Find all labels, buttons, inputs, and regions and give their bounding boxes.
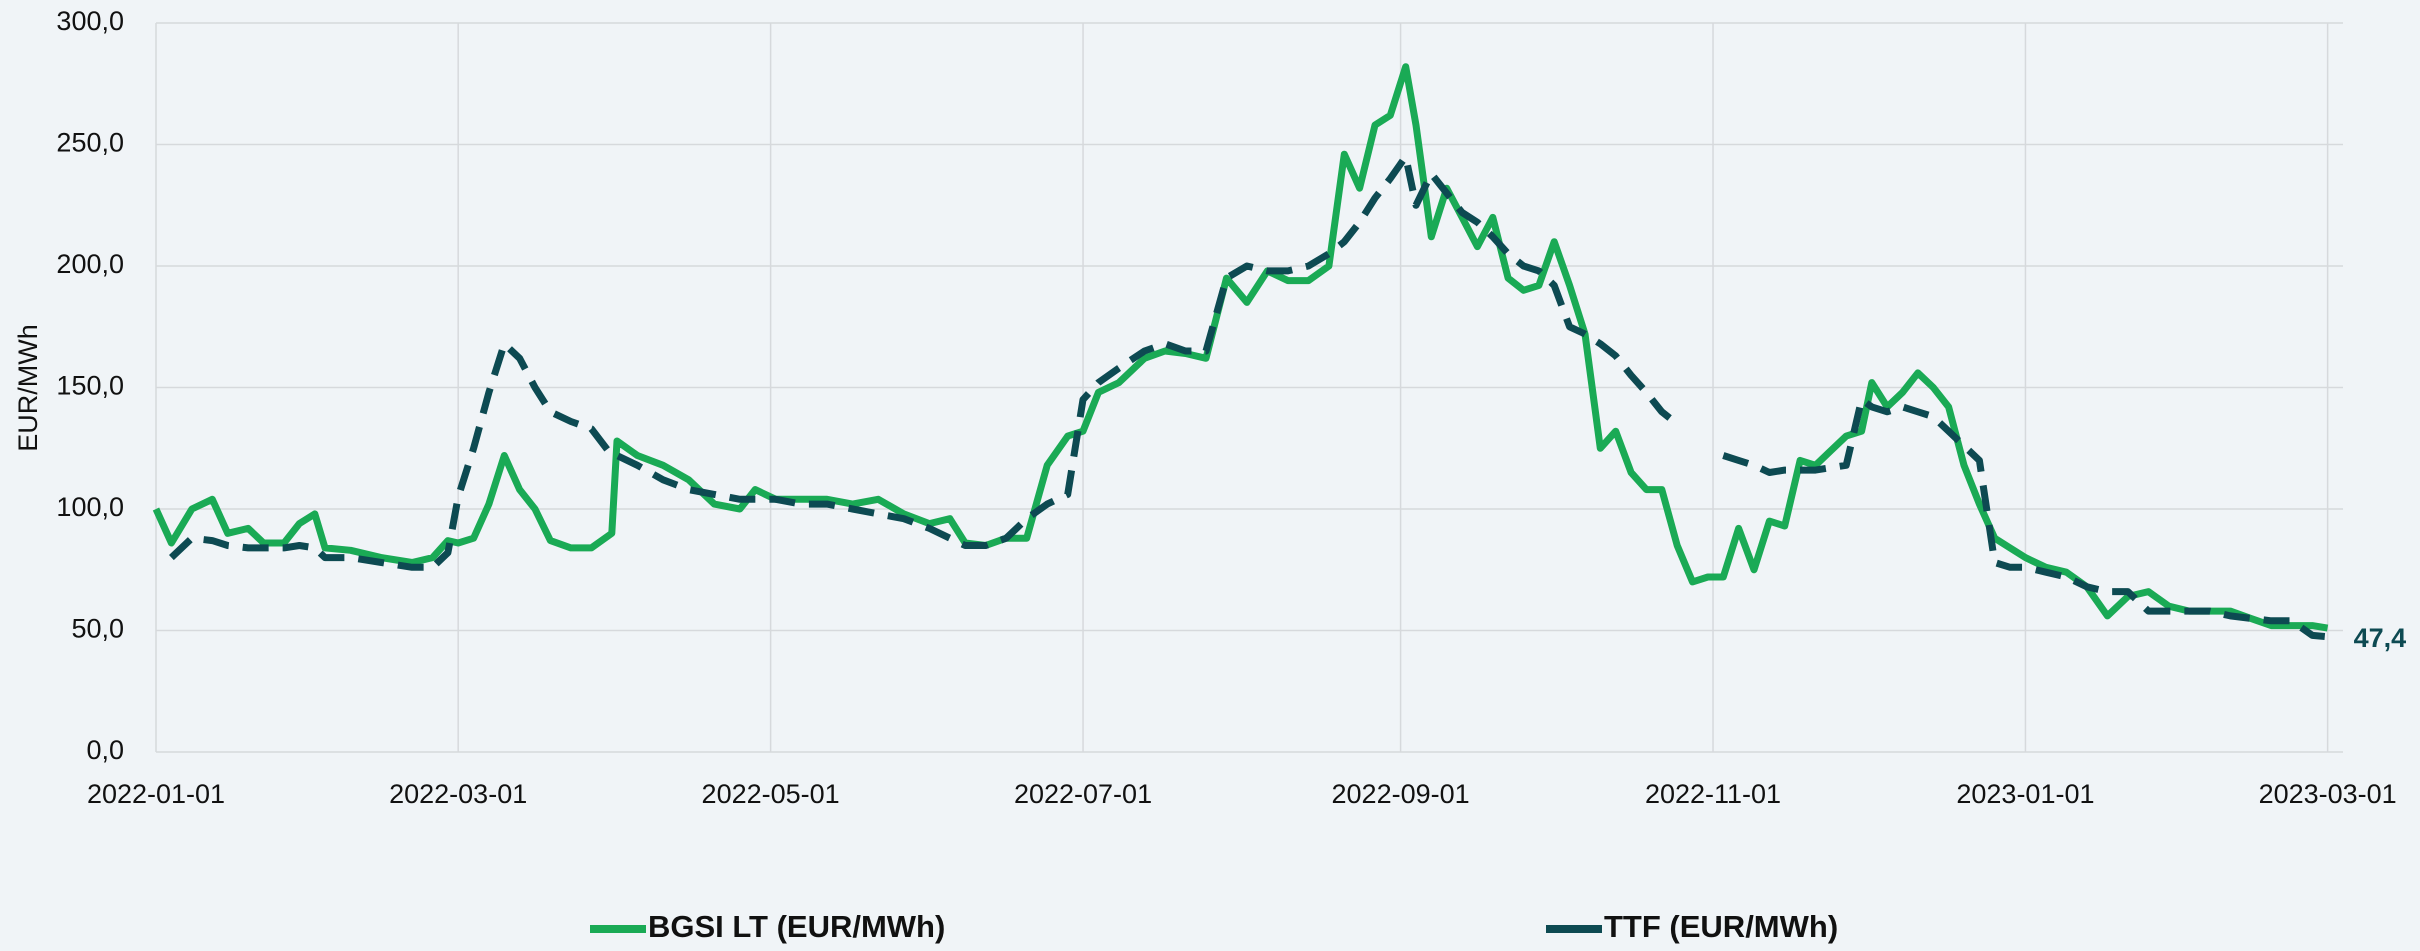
x-tick-label: 2022-11-01 [1645, 779, 1781, 809]
x-tick-label: 2022-03-01 [389, 779, 527, 809]
x-tick-label: 2022-09-01 [1332, 779, 1470, 809]
x-tick-label: 2023-01-01 [1956, 779, 2094, 809]
data-label: 47,4 [2354, 623, 2407, 653]
x-tick-label: 2022-01-01 [87, 779, 225, 809]
y-tick-label: 50,0 [71, 614, 124, 644]
line-series [152, 63, 2329, 632]
legend-text: TTF (EUR/MWh) [1604, 909, 1838, 944]
y-tick-label: 300,0 [56, 6, 124, 36]
y-tick-label: 250,0 [56, 128, 124, 158]
y-tick-label: 0,0 [86, 735, 124, 765]
y-tick-label: 200,0 [56, 249, 124, 279]
x-tick-label: 2023-03-01 [2259, 779, 2397, 809]
y-tick-label: 100,0 [56, 492, 124, 522]
x-tick-label: 2022-07-01 [1014, 779, 1152, 809]
y-tick-label: 150,0 [56, 371, 124, 401]
line-series [168, 153, 2328, 641]
legend-text: BGSI LT (EUR/MWh) [648, 909, 945, 944]
y-axis-label: EUR/MWh [13, 324, 43, 452]
x-tick-label: 2022-05-01 [702, 779, 840, 809]
